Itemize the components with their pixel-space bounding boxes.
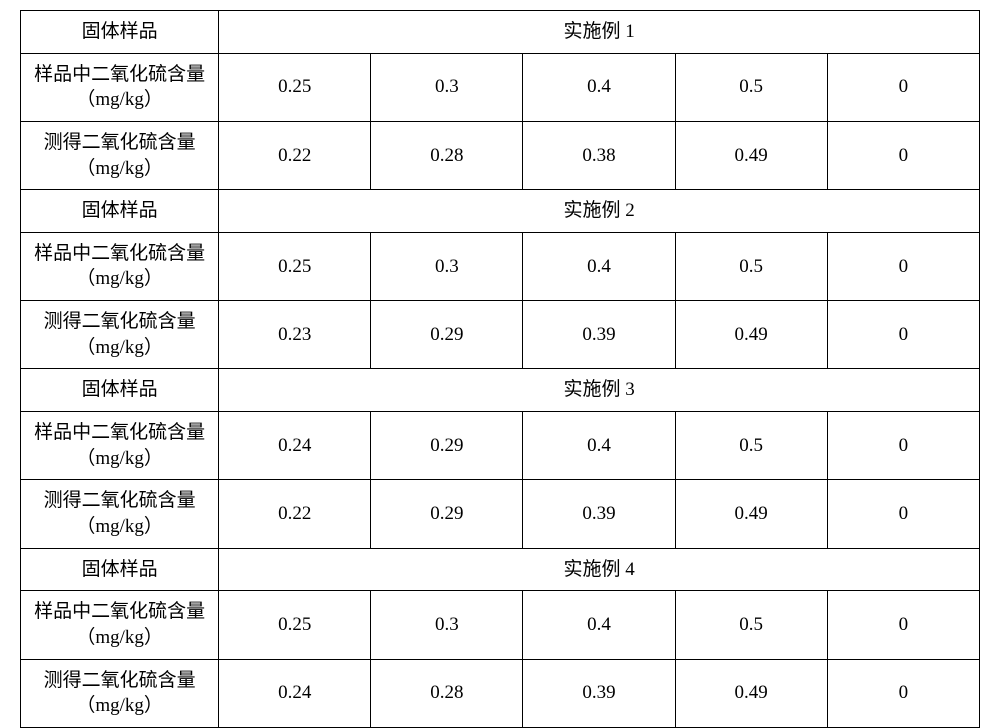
cell: 0.5 bbox=[675, 591, 827, 659]
table-row: 测得二氧化硫含量（mg/kg） 0.22 0.28 0.38 0.49 0 bbox=[21, 121, 980, 189]
header-title: 实施例 4 bbox=[219, 548, 980, 591]
cell: 0.4 bbox=[523, 232, 675, 300]
cell: 0 bbox=[827, 53, 979, 121]
cell: 0.38 bbox=[523, 121, 675, 189]
cell: 0.49 bbox=[675, 659, 827, 727]
table-row: 测得二氧化硫含量（mg/kg） 0.24 0.28 0.39 0.49 0 bbox=[21, 659, 980, 727]
cell: 0.28 bbox=[371, 659, 523, 727]
cell: 0.5 bbox=[675, 53, 827, 121]
cell: 0.4 bbox=[523, 53, 675, 121]
row-label: 样品中二氧化硫含量（mg/kg） bbox=[21, 412, 219, 480]
cell: 0.24 bbox=[219, 412, 371, 480]
header-title: 实施例 1 bbox=[219, 11, 980, 54]
cell: 0.39 bbox=[523, 659, 675, 727]
section-header: 固体样品 实施例 3 bbox=[21, 369, 980, 412]
row-label: 测得二氧化硫含量（mg/kg） bbox=[21, 659, 219, 727]
cell: 0.28 bbox=[371, 121, 523, 189]
header-label: 固体样品 bbox=[21, 369, 219, 412]
cell: 0.29 bbox=[371, 301, 523, 369]
cell: 0.4 bbox=[523, 412, 675, 480]
cell: 0 bbox=[827, 480, 979, 548]
cell: 0.29 bbox=[371, 480, 523, 548]
row-label: 样品中二氧化硫含量（mg/kg） bbox=[21, 591, 219, 659]
row-label: 测得二氧化硫含量（mg/kg） bbox=[21, 121, 219, 189]
cell: 0.25 bbox=[219, 591, 371, 659]
cell: 0.25 bbox=[219, 232, 371, 300]
cell: 0.49 bbox=[675, 301, 827, 369]
row-label: 测得二氧化硫含量（mg/kg） bbox=[21, 301, 219, 369]
cell: 0.39 bbox=[523, 480, 675, 548]
so2-data-table: 固体样品 实施例 1 样品中二氧化硫含量（mg/kg） 0.25 0.3 0.4… bbox=[20, 10, 980, 728]
cell: 0 bbox=[827, 121, 979, 189]
header-label: 固体样品 bbox=[21, 11, 219, 54]
table-row: 样品中二氧化硫含量（mg/kg） 0.25 0.3 0.4 0.5 0 bbox=[21, 591, 980, 659]
row-label: 样品中二氧化硫含量（mg/kg） bbox=[21, 53, 219, 121]
row-label: 样品中二氧化硫含量（mg/kg） bbox=[21, 232, 219, 300]
cell: 0.23 bbox=[219, 301, 371, 369]
cell: 0.49 bbox=[675, 121, 827, 189]
table-row: 样品中二氧化硫含量（mg/kg） 0.24 0.29 0.4 0.5 0 bbox=[21, 412, 980, 480]
table-row: 测得二氧化硫含量（mg/kg） 0.23 0.29 0.39 0.49 0 bbox=[21, 301, 980, 369]
cell: 0.22 bbox=[219, 480, 371, 548]
cell: 0 bbox=[827, 412, 979, 480]
table-row: 测得二氧化硫含量（mg/kg） 0.22 0.29 0.39 0.49 0 bbox=[21, 480, 980, 548]
cell: 0 bbox=[827, 232, 979, 300]
header-title: 实施例 3 bbox=[219, 369, 980, 412]
cell: 0 bbox=[827, 301, 979, 369]
cell: 0.3 bbox=[371, 53, 523, 121]
table-row: 样品中二氧化硫含量（mg/kg） 0.25 0.3 0.4 0.5 0 bbox=[21, 232, 980, 300]
cell: 0.25 bbox=[219, 53, 371, 121]
cell: 0 bbox=[827, 591, 979, 659]
cell: 0.24 bbox=[219, 659, 371, 727]
cell: 0.4 bbox=[523, 591, 675, 659]
cell: 0.3 bbox=[371, 232, 523, 300]
cell: 0.49 bbox=[675, 480, 827, 548]
cell: 0.5 bbox=[675, 412, 827, 480]
header-label: 固体样品 bbox=[21, 548, 219, 591]
cell: 0 bbox=[827, 659, 979, 727]
cell: 0.3 bbox=[371, 591, 523, 659]
cell: 0.39 bbox=[523, 301, 675, 369]
section-header: 固体样品 实施例 2 bbox=[21, 190, 980, 233]
row-label: 测得二氧化硫含量（mg/kg） bbox=[21, 480, 219, 548]
cell: 0.5 bbox=[675, 232, 827, 300]
section-header: 固体样品 实施例 4 bbox=[21, 548, 980, 591]
header-label: 固体样品 bbox=[21, 190, 219, 233]
header-title: 实施例 2 bbox=[219, 190, 980, 233]
cell: 0.29 bbox=[371, 412, 523, 480]
table-row: 样品中二氧化硫含量（mg/kg） 0.25 0.3 0.4 0.5 0 bbox=[21, 53, 980, 121]
section-header: 固体样品 实施例 1 bbox=[21, 11, 980, 54]
cell: 0.22 bbox=[219, 121, 371, 189]
